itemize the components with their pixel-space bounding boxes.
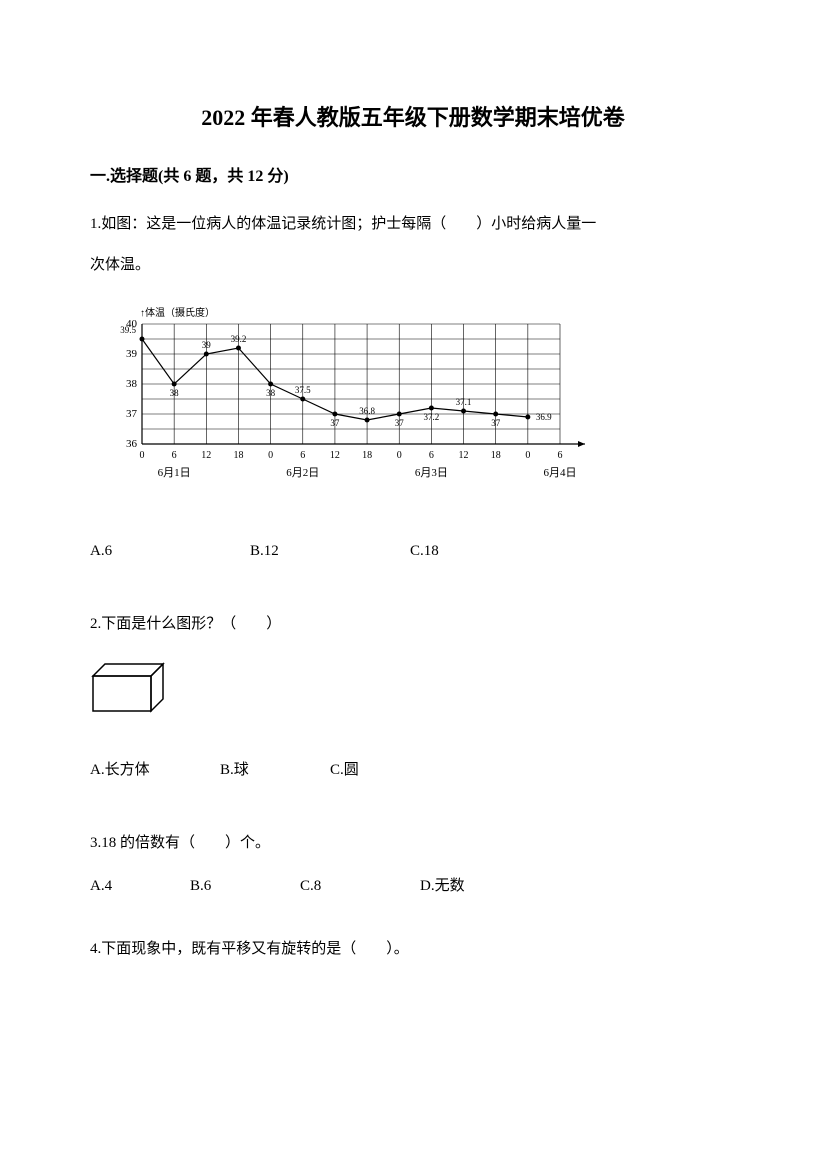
svg-text:38: 38 [266, 388, 276, 398]
svg-text:6: 6 [558, 450, 563, 461]
svg-text:6月3日: 6月3日 [415, 467, 448, 479]
svg-text:↑体温（摄氏度）: ↑体温（摄氏度） [140, 306, 215, 319]
temperature-chart: ↑体温（摄氏度）3637383940061218061218061218066月… [90, 302, 736, 505]
svg-text:18: 18 [362, 450, 372, 461]
cuboid-shape [90, 661, 170, 716]
svg-text:39.2: 39.2 [231, 334, 247, 344]
question-3: 3.18 的倍数有（ ）个。 A.4 B.6 C.8 D.无数 [90, 827, 736, 903]
svg-text:36: 36 [126, 438, 138, 450]
q3-option-c: C.8 [300, 870, 420, 903]
q3-option-d: D.无数 [420, 870, 465, 903]
svg-text:12: 12 [201, 450, 211, 461]
q1-option-b: B.12 [250, 535, 410, 568]
svg-text:0: 0 [397, 450, 402, 461]
q1-option-c: C.18 [410, 535, 439, 568]
svg-text:6: 6 [429, 450, 434, 461]
q3-option-b: B.6 [190, 870, 300, 903]
svg-text:36.8: 36.8 [359, 406, 375, 416]
svg-text:6: 6 [172, 450, 177, 461]
svg-text:37.2: 37.2 [424, 412, 440, 422]
svg-text:6月1日: 6月1日 [158, 467, 191, 479]
svg-text:0: 0 [140, 450, 145, 461]
q2-option-a: A.长方体 [90, 754, 220, 787]
q3-option-a: A.4 [90, 870, 190, 903]
svg-text:37: 37 [330, 418, 340, 428]
svg-text:37: 37 [395, 418, 405, 428]
question-1: 1.如图：这是一位病人的体温记录统计图；护士每隔（ ）小时给病人量一 次体温。 … [90, 208, 736, 568]
svg-text:37.1: 37.1 [456, 397, 472, 407]
svg-text:12: 12 [459, 450, 469, 461]
q3-text: 3.18 的倍数有（ ）个。 [90, 827, 736, 860]
page-title: 2022 年春人教版五年级下册数学期末培优卷 [90, 100, 736, 132]
svg-text:38: 38 [170, 388, 180, 398]
svg-text:37: 37 [126, 408, 138, 420]
question-2: 2.下面是什么图形？（ ） A.长方体 B.球 C.圆 [90, 608, 736, 787]
svg-text:37.5: 37.5 [295, 385, 311, 395]
section-header: 一.选择题(共 6 题，共 12 分) [90, 162, 736, 186]
q1-text-line2: 次体温。 [90, 249, 736, 282]
svg-text:18: 18 [491, 450, 501, 461]
svg-text:36.9: 36.9 [536, 412, 552, 422]
svg-text:37: 37 [491, 418, 501, 428]
q2-option-c: C.圆 [330, 754, 359, 787]
svg-text:0: 0 [268, 450, 273, 461]
svg-text:6: 6 [300, 450, 305, 461]
q4-text: 4.下面现象中，既有平移又有旋转的是（ ）。 [90, 933, 736, 966]
q1-option-a: A.6 [90, 535, 250, 568]
q2-option-b: B.球 [220, 754, 330, 787]
svg-text:0: 0 [525, 450, 530, 461]
q1-text-line1: 1.如图：这是一位病人的体温记录统计图；护士每隔（ ）小时给病人量一 [90, 208, 736, 241]
svg-text:18: 18 [233, 450, 243, 461]
temperature-line-chart: ↑体温（摄氏度）3637383940061218061218061218066月… [100, 302, 590, 492]
svg-text:39.5: 39.5 [120, 325, 136, 335]
svg-text:6月2日: 6月2日 [286, 467, 319, 479]
svg-text:39: 39 [202, 340, 212, 350]
svg-text:39: 39 [126, 348, 138, 360]
svg-text:38: 38 [126, 378, 138, 390]
q2-text: 2.下面是什么图形？（ ） [90, 608, 736, 641]
svg-text:12: 12 [330, 450, 340, 461]
question-4: 4.下面现象中，既有平移又有旋转的是（ ）。 [90, 933, 736, 966]
svg-text:6月4日: 6月4日 [544, 467, 577, 479]
